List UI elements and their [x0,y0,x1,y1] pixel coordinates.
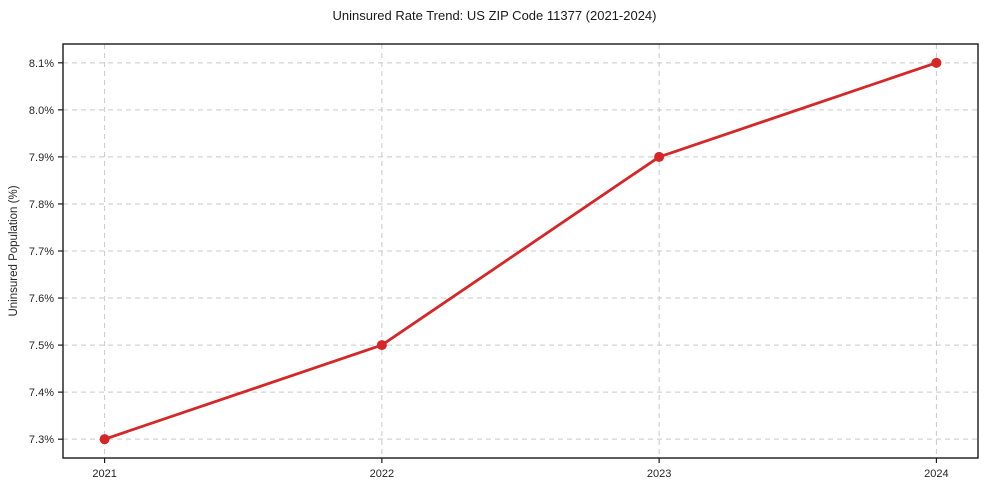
y-tick-label: 7.3% [29,434,54,446]
data-point-marker [931,57,942,68]
data-point-marker [376,340,387,351]
x-tick-label: 2021 [92,468,116,480]
x-tick-label: 2022 [370,468,394,480]
y-tick-label: 7.5% [29,340,54,352]
x-tick-label: 2023 [647,468,671,480]
data-line [103,61,938,441]
x-tick-label: 2024 [924,468,948,480]
y-tick-label: 7.7% [29,246,54,258]
y-tick-label: 8.1% [29,58,54,70]
y-tick-label: 7.6% [29,293,54,305]
data-point-marker [654,151,665,162]
data-point-marker [99,434,110,445]
y-tick-label: 7.8% [29,199,54,211]
y-tick-label: 7.4% [29,387,54,399]
y-tick-label: 8.0% [29,105,54,117]
chart-title: Uninsured Rate Trend: US ZIP Code 11377 … [332,8,657,23]
plot-border [62,43,979,459]
y-tick-label: 7.9% [29,152,54,164]
